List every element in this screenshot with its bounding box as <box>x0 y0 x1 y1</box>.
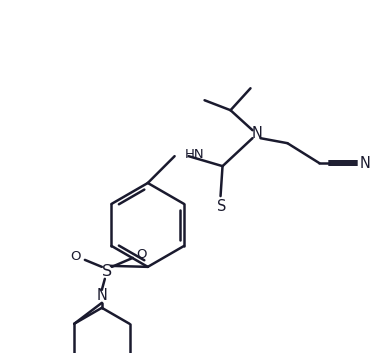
Text: N: N <box>252 126 263 141</box>
Text: S: S <box>217 199 226 214</box>
Text: O: O <box>137 249 147 261</box>
Text: N: N <box>360 156 371 170</box>
Text: S: S <box>102 264 112 279</box>
Text: N: N <box>96 288 107 303</box>
Text: HN: HN <box>185 148 204 161</box>
Text: O: O <box>70 250 81 263</box>
